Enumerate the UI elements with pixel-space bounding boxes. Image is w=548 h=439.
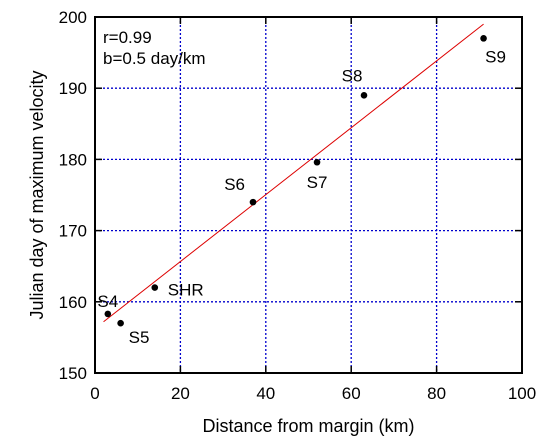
- point-s5: [117, 319, 124, 327]
- x-tick-label: 100: [508, 384, 536, 403]
- x-tick-label: 0: [90, 384, 99, 403]
- point-s6: [249, 198, 257, 206]
- data-points: S4 S5 SHR S6 S7 S8 S9: [97, 35, 506, 347]
- x-tick-label: 60: [342, 384, 361, 403]
- y-tick-label: 170: [59, 222, 87, 241]
- point-label-s7: S7: [307, 173, 328, 192]
- y-tick-label: 160: [59, 293, 87, 312]
- x-tick-label: 40: [256, 384, 275, 403]
- point-s7: [313, 158, 321, 166]
- point-label-shr: SHR: [168, 281, 204, 300]
- correlation-annotation: r=0.99: [103, 28, 152, 47]
- point-label-s4: S4: [97, 292, 118, 311]
- y-tick-label: 180: [59, 150, 87, 169]
- point-s8: [360, 92, 368, 99]
- plot-frame: [94, 16, 523, 374]
- point-label-s6: S6: [224, 175, 245, 194]
- point-label-s8: S8: [342, 66, 363, 85]
- y-tick-label: 200: [59, 8, 87, 27]
- point-label-s5: S5: [129, 328, 150, 347]
- y-tick-label: 150: [59, 364, 87, 383]
- point-shr: [151, 284, 159, 291]
- x-axis-title: Distance from margin (km): [202, 416, 414, 436]
- point-s4: [104, 310, 112, 318]
- x-tick-label: 20: [171, 384, 190, 403]
- grid-lines: [95, 17, 522, 373]
- y-axis-title: Julian day of maximum velocity: [27, 70, 47, 319]
- slope-annotation: b=0.5 day/km: [103, 49, 206, 68]
- axis-ticks: 0 20 40 60 80 100 150 160 170 180 190 200: [59, 8, 537, 403]
- point-label-s9: S9: [485, 47, 506, 66]
- y-tick-label: 190: [59, 79, 87, 98]
- point-s9: [480, 35, 487, 42]
- regression-line: [103, 23, 484, 323]
- x-tick-label: 80: [427, 384, 446, 403]
